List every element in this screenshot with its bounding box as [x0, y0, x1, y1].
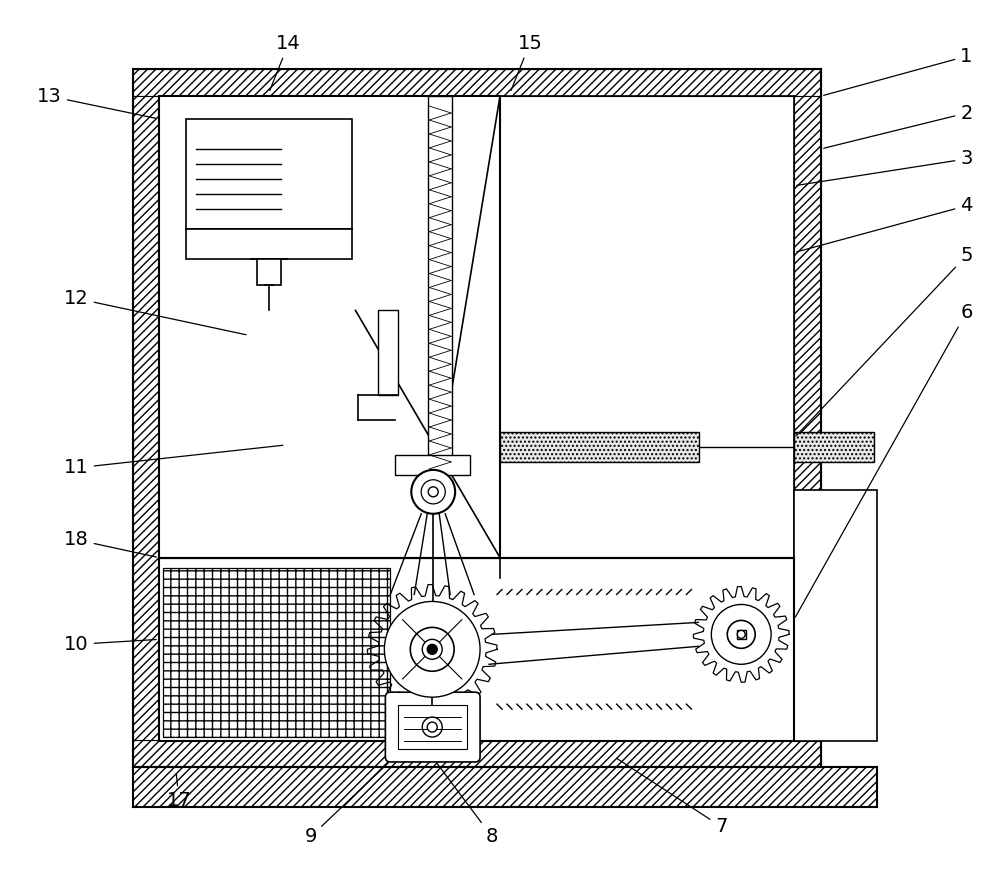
Circle shape	[427, 722, 437, 732]
Bar	[395, 455, 470, 475]
Bar	[378, 311, 398, 395]
Bar	[163, 567, 390, 737]
Circle shape	[428, 487, 438, 497]
Bar	[398, 705, 467, 749]
Circle shape	[384, 601, 480, 698]
Text: 10: 10	[64, 635, 156, 654]
Bar	[794, 96, 821, 740]
Circle shape	[422, 717, 442, 737]
Text: 6: 6	[795, 303, 973, 617]
Circle shape	[727, 621, 755, 649]
Bar	[186, 119, 352, 229]
Polygon shape	[159, 558, 430, 741]
Circle shape	[421, 480, 445, 504]
Text: 1: 1	[824, 47, 973, 95]
Text: 4: 4	[797, 196, 973, 251]
Bar	[737, 630, 746, 639]
Text: 2: 2	[824, 104, 973, 148]
Text: 12: 12	[64, 289, 246, 334]
Circle shape	[410, 628, 454, 671]
Bar	[500, 432, 699, 462]
Text: 5: 5	[796, 246, 973, 436]
Text: 8: 8	[437, 763, 498, 846]
Bar	[794, 432, 874, 462]
Text: 13: 13	[37, 86, 156, 119]
Circle shape	[411, 470, 455, 513]
Bar	[133, 69, 821, 96]
Text: 11: 11	[64, 445, 283, 478]
Bar	[133, 767, 877, 807]
Bar	[257, 258, 281, 285]
Bar	[794, 490, 877, 741]
Text: 15: 15	[511, 34, 542, 91]
Circle shape	[422, 639, 442, 659]
Circle shape	[737, 630, 745, 638]
Bar	[186, 229, 352, 258]
FancyBboxPatch shape	[385, 692, 480, 762]
Bar	[133, 740, 821, 767]
Text: 18: 18	[64, 530, 156, 557]
Bar	[159, 558, 794, 741]
Circle shape	[711, 604, 771, 664]
Bar	[794, 490, 821, 741]
Bar	[428, 96, 452, 460]
Text: 17: 17	[167, 773, 191, 810]
Circle shape	[427, 644, 437, 654]
Text: 9: 9	[304, 763, 388, 846]
Text: 3: 3	[797, 149, 973, 185]
Text: 7: 7	[617, 759, 727, 836]
Bar	[159, 96, 500, 558]
Text: 14: 14	[270, 34, 301, 91]
Bar	[133, 96, 160, 740]
